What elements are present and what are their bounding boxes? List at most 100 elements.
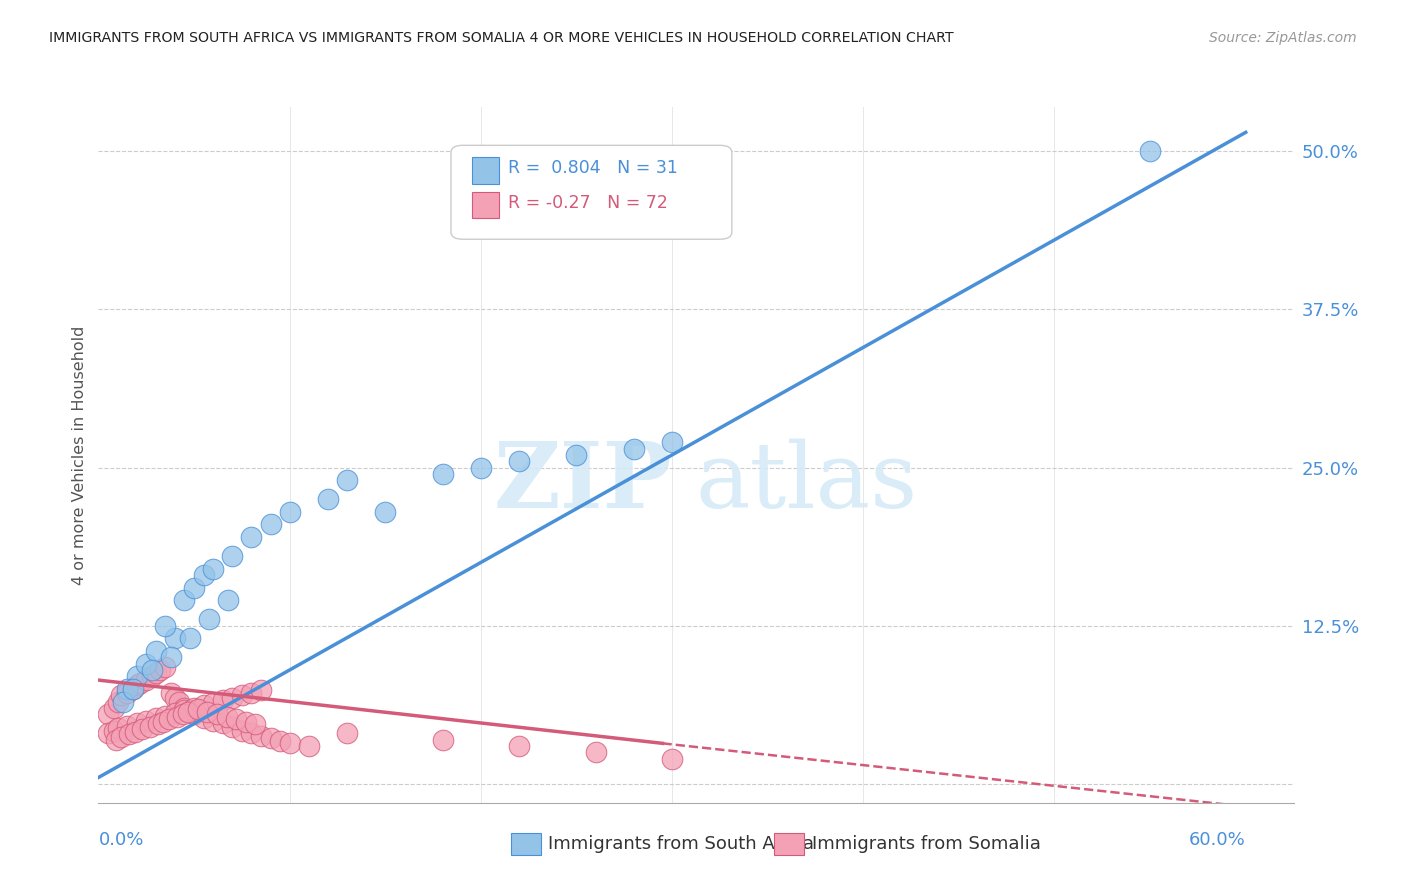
- Point: [129, 675, 152, 690]
- Point: [177, 705, 200, 719]
- Point: [245, 717, 267, 731]
- Point: [336, 473, 359, 487]
- Point: [235, 714, 257, 729]
- Point: [179, 703, 201, 717]
- Point: [221, 549, 243, 563]
- Point: [155, 660, 177, 674]
- Point: [221, 720, 243, 734]
- Point: [193, 698, 215, 713]
- Point: [139, 720, 162, 734]
- Point: [1139, 145, 1161, 159]
- Point: [661, 435, 683, 450]
- FancyBboxPatch shape: [451, 145, 733, 239]
- Point: [121, 681, 143, 696]
- Text: Immigrants from Somalia: Immigrants from Somalia: [811, 835, 1040, 853]
- Point: [215, 710, 238, 724]
- Point: [125, 716, 148, 731]
- Point: [585, 745, 607, 759]
- Point: [163, 706, 186, 720]
- Point: [121, 681, 143, 696]
- Text: 60.0%: 60.0%: [1189, 830, 1246, 848]
- Point: [508, 739, 530, 753]
- Point: [183, 707, 205, 722]
- FancyBboxPatch shape: [472, 157, 499, 184]
- Point: [131, 723, 153, 737]
- Point: [183, 581, 205, 595]
- Text: R = -0.27   N = 72: R = -0.27 N = 72: [509, 194, 668, 212]
- Point: [172, 707, 194, 722]
- Point: [160, 686, 183, 700]
- Point: [112, 695, 135, 709]
- Point: [623, 442, 645, 456]
- Point: [193, 568, 215, 582]
- Point: [103, 701, 125, 715]
- Point: [135, 657, 157, 671]
- Text: Immigrants from South Africa: Immigrants from South Africa: [548, 835, 814, 853]
- Point: [107, 721, 129, 735]
- Point: [432, 732, 454, 747]
- Point: [432, 467, 454, 481]
- Point: [166, 710, 188, 724]
- Point: [135, 714, 157, 728]
- Point: [97, 707, 120, 722]
- Point: [135, 673, 157, 687]
- Point: [316, 492, 339, 507]
- Point: [278, 736, 301, 750]
- Point: [211, 693, 233, 707]
- Point: [202, 562, 225, 576]
- Point: [115, 686, 138, 700]
- Point: [336, 726, 359, 740]
- Point: [202, 696, 225, 710]
- Text: atlas: atlas: [696, 439, 918, 527]
- Point: [661, 751, 683, 765]
- Point: [103, 723, 125, 738]
- Point: [155, 618, 177, 632]
- Point: [231, 688, 253, 702]
- Point: [110, 730, 132, 744]
- Point: [470, 460, 492, 475]
- Point: [155, 708, 177, 723]
- Point: [374, 505, 396, 519]
- Text: Source: ZipAtlas.com: Source: ZipAtlas.com: [1209, 31, 1357, 45]
- Point: [141, 669, 163, 683]
- Text: ZIP: ZIP: [494, 438, 672, 527]
- Point: [197, 705, 219, 719]
- Text: R =  0.804   N = 31: R = 0.804 N = 31: [509, 160, 678, 178]
- Point: [124, 725, 146, 739]
- Point: [97, 726, 120, 740]
- Point: [173, 701, 195, 715]
- Point: [125, 669, 148, 683]
- Point: [259, 517, 281, 532]
- Point: [163, 632, 186, 646]
- Point: [508, 454, 530, 468]
- Point: [167, 695, 190, 709]
- Point: [187, 702, 209, 716]
- Point: [160, 650, 183, 665]
- Point: [145, 711, 167, 725]
- FancyBboxPatch shape: [773, 833, 804, 855]
- Point: [115, 718, 138, 732]
- Point: [115, 681, 138, 696]
- Point: [250, 683, 273, 698]
- Point: [173, 593, 195, 607]
- Point: [179, 632, 201, 646]
- Point: [146, 717, 169, 731]
- Point: [565, 448, 588, 462]
- Point: [141, 663, 163, 677]
- Point: [217, 593, 239, 607]
- Point: [118, 727, 141, 741]
- Point: [193, 711, 215, 725]
- Point: [278, 505, 301, 519]
- Point: [240, 530, 263, 544]
- Point: [205, 707, 228, 722]
- Point: [107, 695, 129, 709]
- Text: 0.0%: 0.0%: [98, 830, 143, 848]
- Point: [231, 723, 253, 738]
- Point: [221, 690, 243, 705]
- Point: [163, 690, 186, 705]
- Point: [250, 729, 273, 743]
- Point: [298, 739, 321, 753]
- Point: [125, 678, 148, 692]
- Point: [202, 714, 225, 728]
- FancyBboxPatch shape: [510, 833, 540, 855]
